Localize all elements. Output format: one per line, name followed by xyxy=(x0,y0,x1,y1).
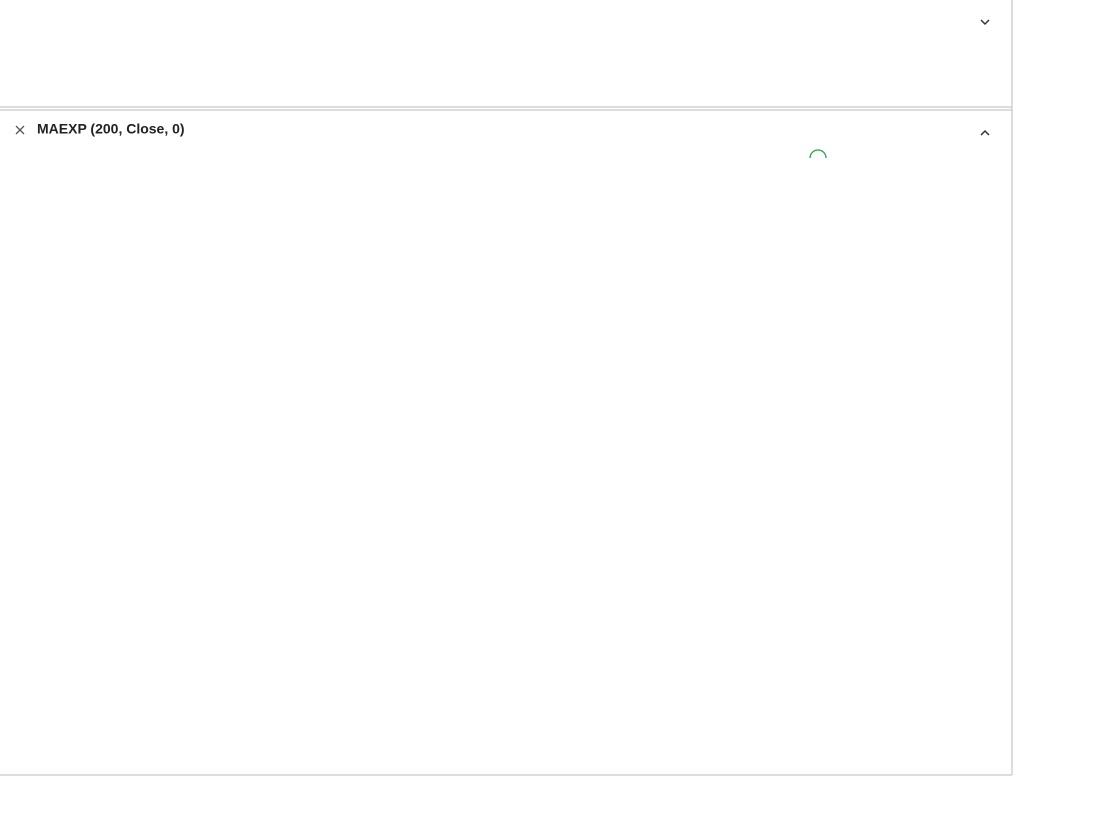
high-marker xyxy=(809,149,827,159)
collapse-icon[interactable] xyxy=(980,19,990,26)
close-icon[interactable] xyxy=(15,125,25,135)
indicator-legend: MAEXP (200, Close, 0) xyxy=(37,121,185,137)
collapse-icon[interactable] xyxy=(980,129,990,136)
